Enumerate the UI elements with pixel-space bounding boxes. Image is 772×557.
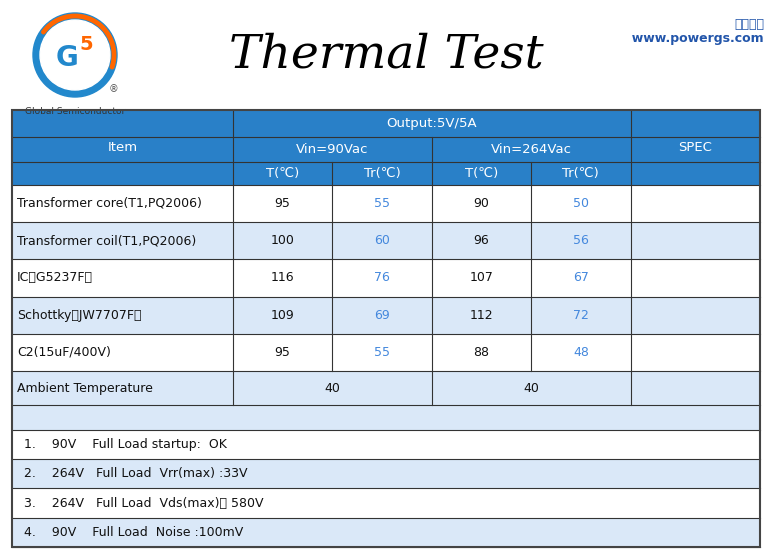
Bar bbox=[12, 517, 760, 547]
Text: 40: 40 bbox=[523, 382, 539, 394]
Text: IC（G5237F）: IC（G5237F） bbox=[17, 271, 93, 285]
Text: C2(15uF/400V): C2(15uF/400V) bbox=[17, 346, 111, 359]
Text: 1.    90V    Full Load startup:  OK: 1. 90V Full Load startup: OK bbox=[24, 438, 227, 451]
Bar bbox=[12, 110, 760, 184]
Text: 60: 60 bbox=[374, 234, 390, 247]
Text: 96: 96 bbox=[473, 234, 489, 247]
Text: 50: 50 bbox=[573, 197, 589, 210]
Bar bbox=[12, 184, 760, 222]
Text: 2.    264V   Full Load  Vrr(max) :33V: 2. 264V Full Load Vrr(max) :33V bbox=[24, 467, 248, 480]
Text: Item: Item bbox=[107, 141, 137, 154]
Bar bbox=[12, 405, 760, 430]
Text: www.powergs.com: www.powergs.com bbox=[623, 32, 764, 45]
Text: 116: 116 bbox=[271, 271, 294, 285]
Text: Global Semiconductor: Global Semiconductor bbox=[25, 107, 125, 116]
Circle shape bbox=[33, 13, 117, 97]
Text: 40: 40 bbox=[324, 382, 340, 394]
Text: 69: 69 bbox=[374, 309, 390, 322]
Text: 5: 5 bbox=[80, 36, 93, 55]
Text: T(℃): T(℃) bbox=[465, 167, 498, 179]
Text: 90: 90 bbox=[473, 197, 489, 210]
Text: 95: 95 bbox=[275, 197, 290, 210]
Bar bbox=[12, 459, 760, 488]
Text: G: G bbox=[56, 44, 79, 72]
Text: Tr(℃): Tr(℃) bbox=[364, 167, 400, 179]
Text: Schottky（JW7707F）: Schottky（JW7707F） bbox=[17, 309, 141, 322]
Text: Transformer core(T1,PQ2006): Transformer core(T1,PQ2006) bbox=[17, 197, 201, 210]
Text: 48: 48 bbox=[573, 346, 589, 359]
Text: 100: 100 bbox=[270, 234, 294, 247]
Text: 56: 56 bbox=[573, 234, 589, 247]
Text: 88: 88 bbox=[473, 346, 489, 359]
Text: 55: 55 bbox=[374, 346, 390, 359]
Text: 55: 55 bbox=[374, 197, 390, 210]
Bar bbox=[12, 488, 760, 517]
Text: 76: 76 bbox=[374, 271, 390, 285]
Circle shape bbox=[40, 20, 110, 90]
Text: 4.    90V    Full Load  Noise :100mV: 4. 90V Full Load Noise :100mV bbox=[24, 526, 243, 539]
Bar bbox=[12, 371, 760, 405]
Text: Tr(℃): Tr(℃) bbox=[563, 167, 599, 179]
Bar bbox=[12, 296, 760, 334]
Text: Vin=264Vac: Vin=264Vac bbox=[491, 143, 571, 155]
Text: T(℃): T(℃) bbox=[266, 167, 299, 179]
Text: Vin=90Vac: Vin=90Vac bbox=[296, 143, 368, 155]
Text: 72: 72 bbox=[573, 309, 589, 322]
Text: 67: 67 bbox=[573, 271, 589, 285]
Text: 107: 107 bbox=[469, 271, 493, 285]
Text: 港晰电子: 港晰电子 bbox=[734, 18, 764, 31]
Bar bbox=[12, 334, 760, 371]
Bar bbox=[12, 110, 760, 547]
Text: Output:5V/5A: Output:5V/5A bbox=[386, 117, 477, 130]
Bar bbox=[12, 430, 760, 459]
Bar bbox=[12, 259, 760, 296]
Text: 112: 112 bbox=[469, 309, 493, 322]
Bar bbox=[12, 222, 760, 259]
Text: 95: 95 bbox=[275, 346, 290, 359]
Text: ®: ® bbox=[108, 84, 118, 94]
Text: Thermal Test: Thermal Test bbox=[229, 32, 543, 77]
Text: 3.    264V   Full Load  Vds(max)； 580V: 3. 264V Full Load Vds(max)； 580V bbox=[24, 496, 263, 510]
Text: Ambient Temperature: Ambient Temperature bbox=[17, 382, 153, 394]
Text: Transformer coil(T1,PQ2006): Transformer coil(T1,PQ2006) bbox=[17, 234, 196, 247]
Text: SPEC: SPEC bbox=[679, 141, 713, 154]
Text: 109: 109 bbox=[270, 309, 294, 322]
